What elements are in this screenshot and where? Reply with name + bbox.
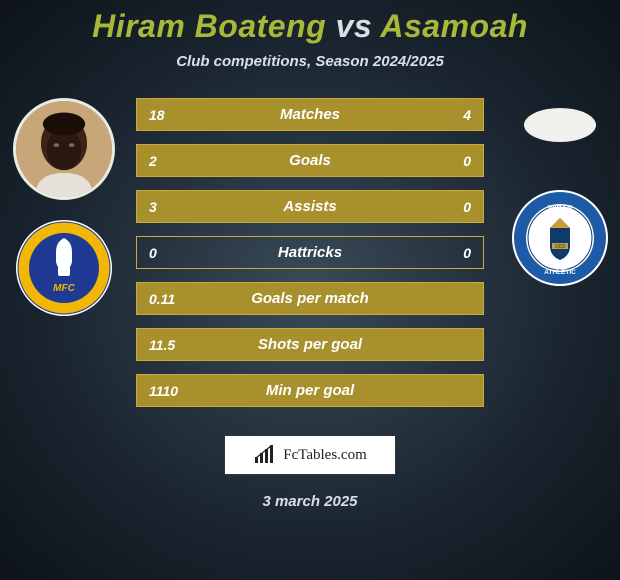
title-player1: Hiram Boateng (92, 8, 326, 44)
stats-rows: 18Matches42Goals03Assists00Hattricks00.1… (136, 98, 484, 407)
stat-label: Shots per goal (217, 336, 403, 353)
stat-value-left: 2 (137, 153, 217, 169)
stat-value-right: 4 (403, 107, 483, 123)
stat-row: 1110Min per goal (136, 374, 484, 407)
stat-row: 3Assists0 (136, 190, 484, 223)
stat-value-left: 18 (137, 107, 217, 123)
stat-label: Min per goal (217, 382, 403, 399)
stat-value-right: 0 (403, 153, 483, 169)
date-text: 3 march 2025 (0, 493, 620, 510)
player1-club-badge: MFC (14, 218, 114, 318)
left-column: MFC (4, 98, 124, 318)
comparison-content: MFC WIGAN ATHLETIC 1932 18Matc (0, 98, 620, 407)
subtitle: Club competitions, Season 2024/2025 (0, 53, 620, 70)
player1-avatar (13, 98, 115, 200)
stat-row: 0.11Goals per match (136, 282, 484, 315)
title-player2: Asamoah (380, 8, 528, 44)
player2-club-badge: WIGAN ATHLETIC 1932 (510, 188, 610, 288)
svg-text:WIGAN: WIGAN (548, 205, 572, 212)
stat-label: Goals (217, 152, 403, 169)
stat-value-left: 0 (137, 245, 217, 261)
stat-value-left: 1110 (137, 383, 217, 399)
stat-value-right: 0 (403, 245, 483, 261)
player2-avatar (524, 108, 596, 142)
stat-row: 2Goals0 (136, 144, 484, 177)
page-title: Hiram Boateng vs Asamoah (0, 0, 620, 45)
stat-value-right: 0 (403, 199, 483, 215)
stat-row: 18Matches4 (136, 98, 484, 131)
title-vs: vs (336, 8, 373, 44)
brand-logo[interactable]: FcTables.com (224, 435, 396, 475)
stat-label: Hattricks (217, 244, 403, 261)
brand-text: FcTables.com (283, 447, 367, 464)
stat-row: 0Hattricks0 (136, 236, 484, 269)
svg-text:MFC: MFC (53, 283, 75, 294)
stat-label: Matches (217, 106, 403, 123)
stat-value-left: 3 (137, 199, 217, 215)
right-column: WIGAN ATHLETIC 1932 (500, 98, 620, 288)
stat-label: Assists (217, 198, 403, 215)
stat-row: 11.5Shots per goal (136, 328, 484, 361)
stat-label: Goals per match (217, 290, 403, 307)
svg-text:1932: 1932 (554, 244, 565, 250)
stat-value-left: 11.5 (137, 337, 217, 353)
svg-text:ATHLETIC: ATHLETIC (544, 269, 576, 276)
stat-value-left: 0.11 (137, 291, 217, 307)
